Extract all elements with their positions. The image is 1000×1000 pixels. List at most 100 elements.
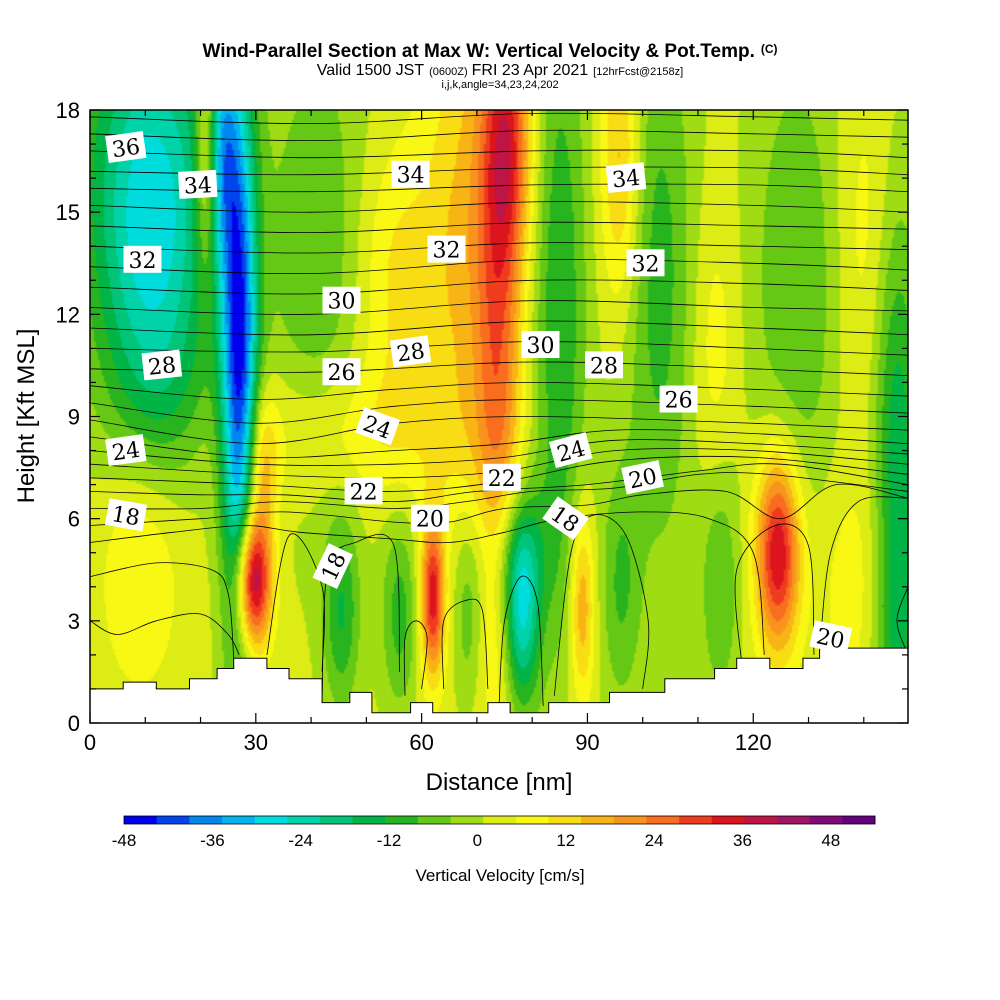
theta-contour-line	[90, 201, 908, 213]
y-tick-label: 12	[56, 302, 80, 327]
y-tick-label: 6	[68, 507, 80, 532]
contour-label-box	[585, 351, 623, 379]
theta-contour-line	[266, 533, 325, 672]
colorbar-swatch	[842, 816, 876, 824]
theta-contour-line	[90, 472, 908, 510]
contour-label: 20	[621, 460, 664, 495]
colorbar-swatch	[189, 816, 223, 824]
theta-contour-line	[321, 533, 400, 696]
contour-label-text: 32	[632, 252, 660, 277]
x-tick-label: 0	[84, 730, 96, 755]
contour-label-box	[521, 331, 560, 358]
contour-label-box	[542, 496, 589, 541]
colorbar-tick-label: 48	[821, 831, 840, 850]
theta-contour-line	[90, 483, 908, 526]
contour-label-box	[427, 235, 466, 263]
contour-label-box	[355, 407, 401, 446]
contour-label-box	[548, 432, 593, 469]
colorbar-swatch	[581, 816, 615, 824]
contour-label: 30	[521, 331, 560, 359]
theta-contour-line	[441, 598, 489, 689]
contour-label-text: 36	[111, 135, 142, 164]
contour-label-box	[391, 160, 430, 188]
colorbar-swatch	[385, 816, 419, 824]
colorbar-swatch	[156, 816, 190, 824]
subtitle-zulu: (0600Z)	[429, 66, 468, 78]
contour-label-text: 34	[611, 166, 641, 194]
theta-contour-line	[553, 514, 650, 696]
x-tick-label: 30	[244, 730, 268, 755]
contour-label-box	[178, 169, 218, 199]
theta-contour-line	[896, 586, 908, 656]
theta-contour-line	[90, 166, 908, 176]
theta-contour-line	[819, 496, 908, 652]
colorbar-swatch	[679, 816, 713, 824]
theta-contour-line	[90, 361, 908, 376]
contour-label: 18	[312, 543, 354, 590]
colorbar-swatch	[809, 816, 843, 824]
contour-label-box	[312, 543, 354, 590]
contour-label: 22	[482, 463, 521, 492]
contour-label-box	[605, 162, 647, 194]
contour-label-box	[344, 477, 383, 505]
colorbar-swatch	[124, 816, 158, 824]
contour-label: 34	[391, 160, 430, 189]
x-tick-label: 60	[409, 730, 433, 755]
y-tick-label: 3	[68, 609, 80, 634]
contour-label-text: 22	[350, 480, 378, 505]
contour-label: 32	[427, 235, 466, 264]
theta-contour-line	[90, 439, 908, 466]
contour-label-text: 20	[814, 624, 847, 654]
colorbar-tick-label: 36	[733, 831, 752, 850]
contour-label: 24	[105, 434, 147, 467]
contour-label: 34	[605, 162, 647, 194]
contour-label-text: 20	[627, 464, 660, 494]
colorbar-swatch	[450, 816, 484, 824]
contour-label-text: 24	[111, 438, 142, 467]
colorbar-swatch	[711, 816, 745, 824]
colorbar-swatch	[417, 816, 451, 824]
contour-label: 28	[585, 351, 623, 379]
contour-label: 26	[659, 385, 698, 414]
colorbar-tick-label: 0	[473, 831, 482, 850]
theta-contour-line	[90, 258, 908, 275]
colorbar-swatch	[613, 816, 647, 824]
theta-contour-line	[498, 575, 544, 707]
colorbar-title: Vertical Velocity [cm/s]	[415, 866, 584, 885]
contour-label: 28	[141, 349, 183, 381]
theta-contour-line	[90, 562, 235, 659]
contour-label: 32	[123, 245, 162, 274]
theta-contour-line	[90, 381, 908, 400]
x-tick-label: 90	[575, 730, 599, 755]
colorbar-swatch	[744, 816, 778, 824]
contour-label-box	[659, 385, 698, 413]
chart-title: Wind-Parallel Section at Max W: Vertical…	[202, 41, 777, 62]
contour-label-text: 20	[416, 508, 444, 533]
potential-temperature-contours	[90, 112, 908, 707]
colorbar-tick-label: 24	[645, 831, 664, 850]
contour-label: 24	[355, 407, 401, 446]
chart-title-mark: (C)	[761, 42, 778, 56]
colorbar-swatch	[646, 816, 680, 824]
theta-contour-line	[90, 149, 908, 159]
contour-label: 28	[389, 335, 432, 368]
contour-label: 22	[344, 477, 383, 505]
theta-contour-line	[90, 511, 765, 655]
contour-label-box	[105, 434, 147, 467]
contour-label-text: 22	[488, 467, 516, 492]
contour-label-text: 30	[328, 290, 356, 315]
subtitle-fcst: [12hrFcst@2158z]	[593, 66, 683, 78]
contour-label-text: 26	[665, 389, 693, 414]
chart-subtitle: Valid 1500 JST (0600Z) FRI 23 Apr 2021 [12h…	[317, 62, 683, 79]
contour-label: 26	[322, 358, 361, 386]
contour-label-box	[322, 358, 361, 386]
contour-label-box	[626, 249, 665, 277]
theta-contour-line	[90, 129, 908, 142]
colorbar-tick-label: 12	[556, 831, 575, 850]
contour-label-text: 30	[527, 334, 555, 359]
theta-contour-line	[90, 399, 908, 424]
contour-label-text: 32	[433, 239, 461, 264]
